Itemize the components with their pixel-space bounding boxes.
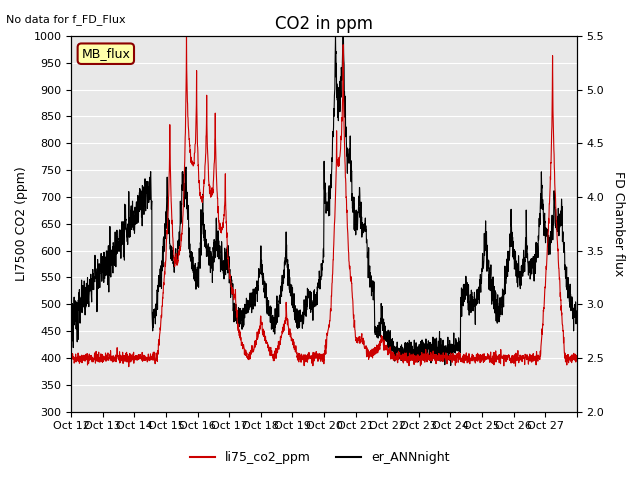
Text: No data for f_FD_Flux: No data for f_FD_Flux (6, 14, 126, 25)
Y-axis label: FD Chamber flux: FD Chamber flux (612, 171, 625, 276)
Title: CO2 in ppm: CO2 in ppm (275, 15, 373, 33)
Y-axis label: LI7500 CO2 (ppm): LI7500 CO2 (ppm) (15, 167, 28, 281)
Text: MB_flux: MB_flux (81, 47, 131, 60)
Legend: li75_co2_ppm, er_ANNnight: li75_co2_ppm, er_ANNnight (186, 446, 454, 469)
